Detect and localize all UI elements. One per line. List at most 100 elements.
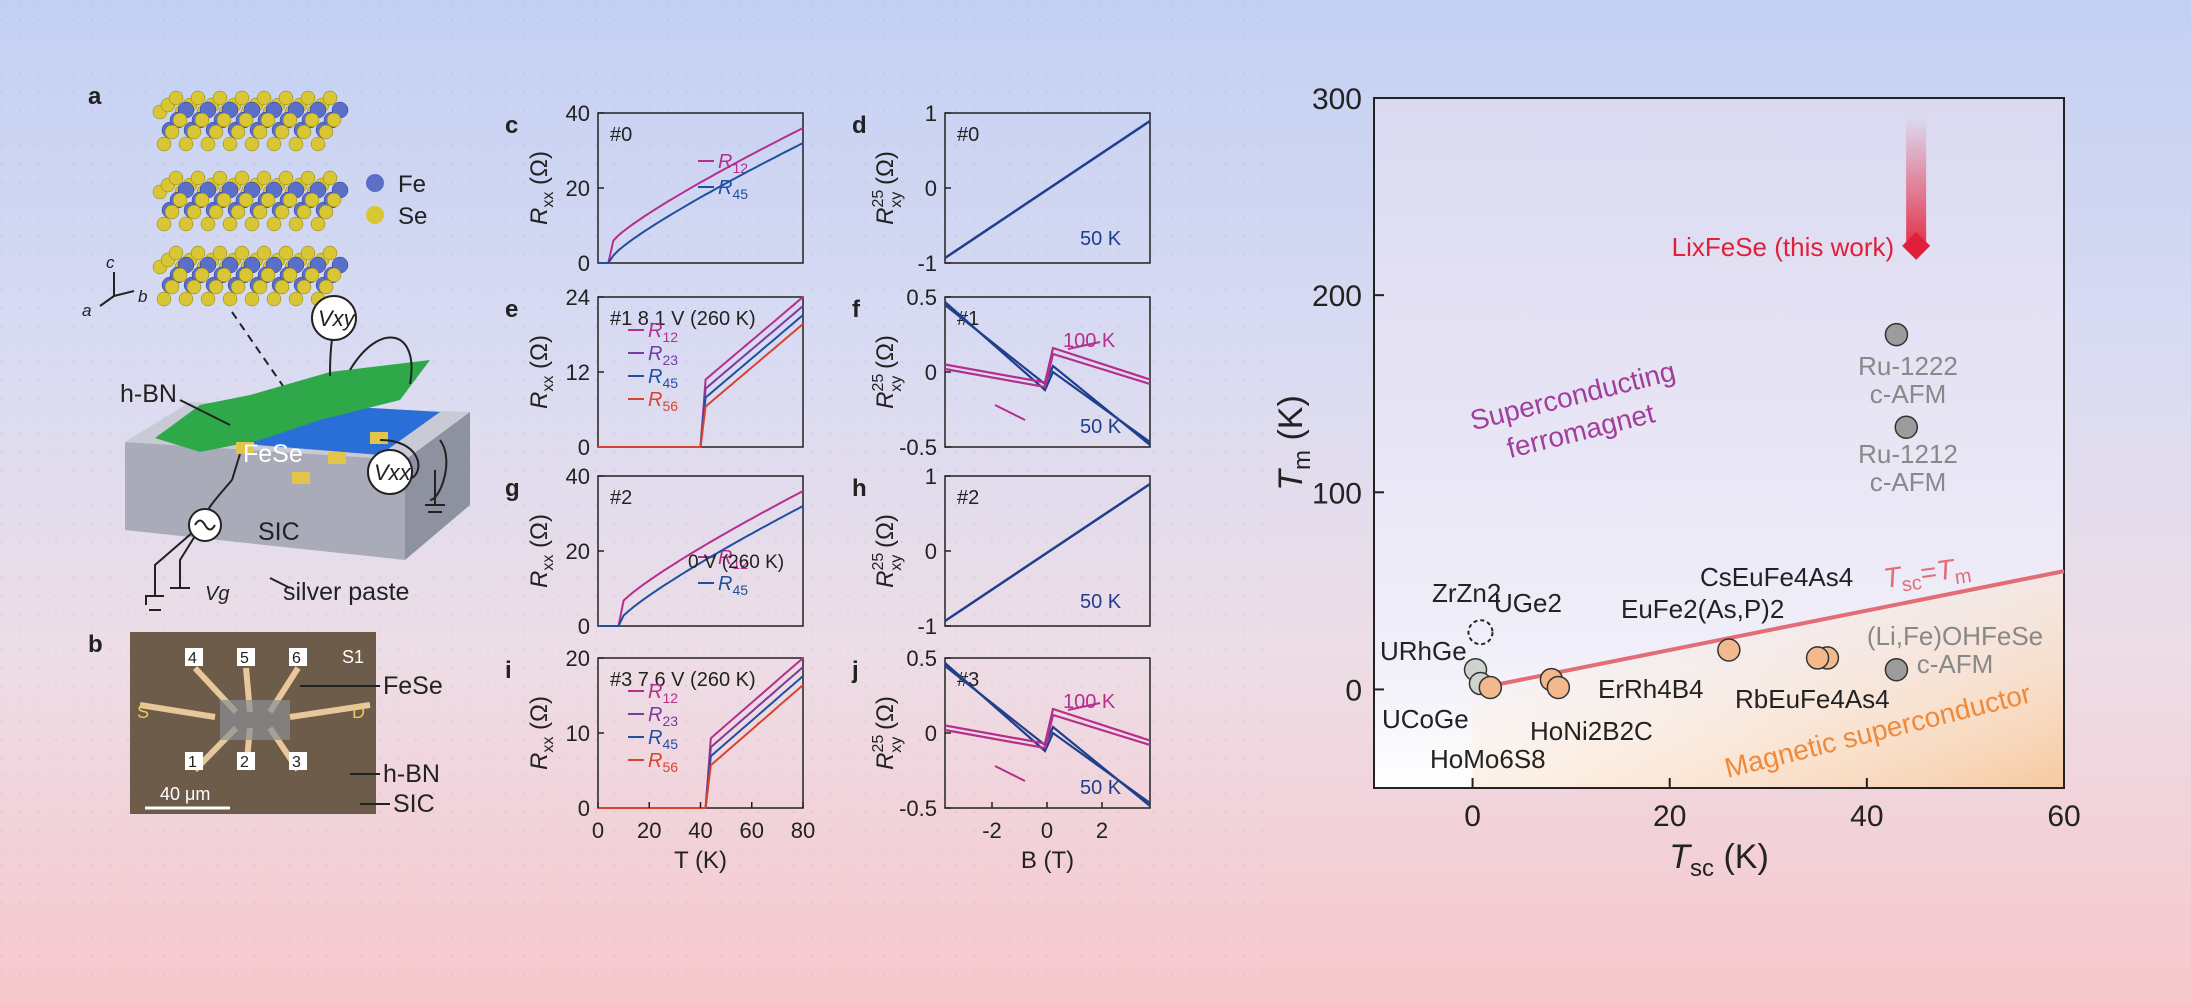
panel-j-arrow-high — [1067, 702, 1101, 711]
panel-j-temp-high: 100 K — [1063, 691, 1116, 713]
se-atom — [208, 279, 224, 295]
se-atom — [212, 245, 228, 261]
panel-c-legend-R12: R12 — [718, 151, 748, 176]
legend-se: Se — [398, 203, 427, 230]
panel-g-curve-R45 — [598, 505, 804, 627]
panel-i-legend-R56: R56 — [648, 750, 678, 775]
panel-j-y-ticklabel: 0.5 — [906, 646, 937, 671]
se-atom — [296, 204, 312, 220]
panel-i-x-ticklabel: 20 — [637, 818, 661, 843]
panel-i-legend-R45: R45 — [648, 727, 678, 752]
meter-vxy — [311, 295, 357, 341]
se-atom — [282, 267, 298, 283]
panel-j-curve-100k — [944, 707, 1151, 745]
se-atom — [260, 192, 276, 208]
se-atom — [230, 124, 246, 140]
panel-g-y-ticklabel: 40 — [566, 464, 590, 489]
point-label-Ru-1222: Ru-1222 — [1858, 351, 1958, 381]
se-atom — [310, 216, 326, 232]
panel-h-ylabel: R25xy (Ω) — [870, 514, 905, 588]
se-atom — [288, 136, 304, 152]
panel-f-temp-high: 100 K — [1063, 330, 1116, 352]
y-axis-label: Tm (K) — [1272, 395, 1316, 491]
se-atom — [194, 267, 210, 283]
panel-e-curve-R56 — [598, 323, 804, 448]
se-atom — [164, 279, 180, 295]
panel-d-y-ticklabel: -1 — [917, 251, 937, 276]
se-atom — [326, 267, 342, 283]
plot-frame — [1373, 97, 2065, 789]
panel-letter-b: b — [88, 631, 103, 658]
panel-i-x-ticklabel: 40 — [688, 818, 712, 843]
panel-g-ylabel: Rxx (Ω) — [526, 514, 557, 588]
se-atom — [304, 192, 320, 208]
panel-g-tag: #2 — [610, 487, 632, 509]
se-atom — [278, 170, 294, 186]
se-atom — [256, 90, 272, 106]
se-atom — [252, 279, 268, 295]
se-atom — [260, 267, 276, 283]
panel-e-tag: #1 8.1 V (260 K) — [610, 308, 756, 330]
panel-letter-g: g — [505, 475, 520, 502]
label-sic: SIC — [258, 518, 300, 546]
point-label-HoMo6S8: HoMo6S8 — [1430, 744, 1546, 774]
se-atom — [194, 192, 210, 208]
se-atom — [178, 291, 194, 307]
gate-label: Vg — [205, 583, 229, 605]
panel-j-x-ticklabel: 0 — [1041, 818, 1053, 843]
point-label-UCoGe: UCoGe — [1382, 704, 1469, 734]
se-atom — [200, 216, 216, 232]
se-atom — [172, 112, 188, 128]
se-atom — [318, 279, 334, 295]
se-atom — [260, 112, 276, 128]
panel-c-ylabel: Rxx (Ω) — [526, 151, 557, 225]
panel-letter-h: h — [852, 475, 867, 502]
se-atom — [282, 192, 298, 208]
panel-f-curve-100k — [944, 346, 1151, 384]
pad-2: 2 — [240, 754, 249, 771]
b-label-sic: SIC — [393, 790, 435, 818]
se-atom — [252, 204, 268, 220]
se-atom — [310, 136, 326, 152]
se-atom — [234, 170, 250, 186]
panel-e-legend-R23: R23 — [648, 343, 678, 368]
point-label-ErRh4B4: ErRh4B4 — [1598, 674, 1704, 704]
tsc-equals-tm-line — [1472, 569, 2065, 692]
se-atom — [178, 136, 194, 152]
panel-j-x-ticklabel: 2 — [1096, 818, 1108, 843]
point-note-Ru-1212: c-AFM — [1870, 467, 1947, 497]
se-atom — [300, 90, 316, 106]
sample-label: S1 — [342, 647, 364, 667]
panel-f-arrow-high — [1067, 341, 1101, 350]
source-label: S — [137, 702, 149, 722]
se-atom — [266, 216, 282, 232]
panel-i-y-ticklabel: 0 — [578, 796, 590, 821]
panel-d-y-ticklabel: 0 — [925, 176, 937, 201]
panel-c-y-ticklabel: 0 — [578, 251, 590, 276]
se-atom — [186, 124, 202, 140]
panel-j-tag: #3 — [957, 669, 979, 691]
panel-g-legend-R45: R45 — [718, 573, 748, 598]
panel-d-y-ticklabel: 1 — [925, 101, 937, 126]
se-atom — [300, 170, 316, 186]
legend-fe: Fe — [398, 171, 426, 198]
se-atom — [156, 136, 172, 152]
b-label-hbn: h-BN — [383, 760, 440, 788]
se-atom — [266, 291, 282, 307]
se-atom — [216, 192, 232, 208]
point-EuFe2(As,P)2 — [1717, 638, 1741, 662]
x-tick-label: 60 — [2047, 800, 2080, 833]
se-atom — [326, 192, 342, 208]
se-atom — [168, 245, 184, 261]
se-atom — [274, 204, 290, 220]
panel-h-hall-line — [944, 482, 1151, 623]
panel-g-y-ticklabel: 0 — [578, 614, 590, 639]
point-note-(Li,Fe)OHFeSe: c-AFM — [1917, 649, 1994, 679]
se-atom — [282, 112, 298, 128]
se-atom — [222, 136, 238, 152]
se-atom — [274, 124, 290, 140]
panel-e-legend-R45: R45 — [648, 366, 678, 391]
se-atom — [238, 112, 254, 128]
scale-bar-label: 40 μm — [160, 784, 210, 804]
